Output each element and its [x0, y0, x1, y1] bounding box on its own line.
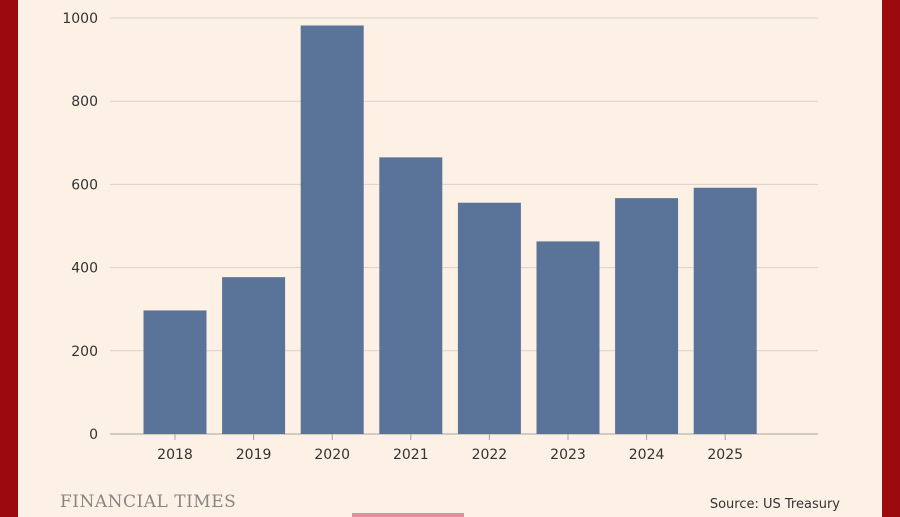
left-frame-border [0, 0, 18, 517]
x-tick-labels: 2018 2019 2020 2021 2022 2023 2024 2025 [157, 434, 743, 463]
x-tick-label: 2021 [393, 447, 429, 463]
x-tick-label: 2022 [472, 447, 508, 463]
bar-2023 [536, 241, 600, 434]
bar-2025 [693, 187, 757, 434]
bar-2019 [222, 277, 286, 434]
x-tick-label: 2020 [314, 447, 350, 463]
y-tick-label: 1000 [62, 11, 98, 27]
brand-logo-text: FINANCIAL TIMES [60, 492, 237, 512]
bars [143, 25, 757, 435]
y-tick-label: 400 [71, 261, 98, 277]
tab-accent [352, 513, 464, 517]
y-tick-label: 200 [71, 344, 98, 360]
x-tick-label: 2023 [550, 447, 586, 463]
right-frame-border [882, 0, 900, 517]
bar-2024 [615, 198, 679, 434]
bar-2021 [379, 157, 443, 435]
chart-panel: 0 200 400 600 800 1000 2018 2019 2020 2021 2022 20… [18, 0, 882, 517]
x-tick-label: 2025 [707, 447, 743, 463]
source-note: Source: US Treasury [709, 497, 840, 512]
x-tick-label: 2018 [157, 447, 193, 463]
y-tick-label: 0 [89, 427, 98, 443]
x-tick-label: 2024 [629, 447, 665, 463]
bar-2020 [300, 25, 364, 434]
bar-2022 [457, 202, 521, 434]
y-tick-label: 800 [71, 94, 98, 110]
y-tick-label: 600 [71, 177, 98, 193]
y-tick-labels: 0 200 400 600 800 1000 [62, 11, 98, 443]
x-tick-label: 2019 [236, 447, 272, 463]
bar-2018 [143, 310, 207, 434]
